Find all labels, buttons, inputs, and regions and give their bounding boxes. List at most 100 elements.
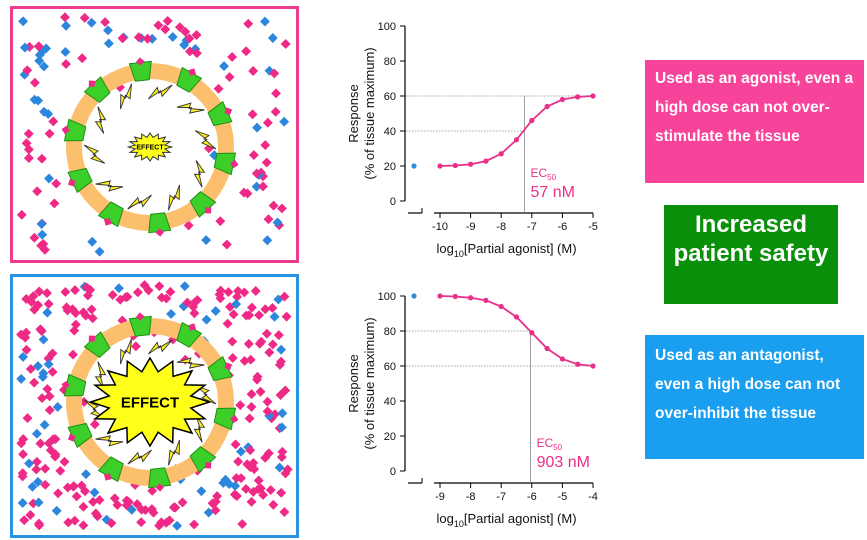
agonist-molecule-icon [71, 491, 82, 502]
antagonist-molecule-icon [210, 306, 221, 316]
antagonist-molecule-icon [276, 344, 287, 355]
antagonist-molecule-icon [274, 462, 285, 473]
receptor-icon [176, 66, 203, 93]
agonist-molecule-icon [223, 287, 234, 298]
agonist-molecule-icon [248, 150, 259, 161]
data-point [529, 330, 535, 336]
agonist-molecule-icon [36, 153, 47, 164]
data-point [559, 96, 565, 103]
receptor-icon [97, 456, 124, 483]
receptor-icon [128, 312, 152, 337]
agonist-molecule-icon [182, 297, 193, 308]
x-tick-label: -10 [432, 221, 448, 233]
agonist-molecule-icon [29, 77, 40, 88]
effect-starburst-icon [88, 356, 212, 448]
receptor-icon [207, 100, 233, 127]
receptor-icon [207, 355, 233, 382]
data-point [544, 103, 550, 110]
x-tick-label: -6 [558, 221, 568, 233]
agonist-illustration-panel: EFFECT [10, 6, 299, 263]
agonist-molecule-icon [227, 352, 238, 363]
agonist-molecule-icon [261, 328, 272, 339]
agonist-molecule-icon [250, 286, 261, 296]
y-tick-label: 80 [384, 326, 396, 338]
agonist-molecule-icon [18, 449, 29, 460]
agonist-molecule-icon [162, 15, 173, 26]
agonist-molecule-icon [78, 520, 89, 531]
antagonist-molecule-icon [172, 520, 183, 531]
signal-bolt-icon [176, 102, 205, 114]
receptor-icon [83, 331, 111, 359]
data-point [590, 93, 596, 99]
agonist-molecule-icon [100, 17, 111, 28]
receptor-icon [67, 422, 93, 449]
agonist-molecule-icon [48, 116, 59, 127]
agonist-molecule-icon [239, 187, 249, 198]
agonist-note-box: Used as an agonist, even a high dose can… [645, 60, 864, 183]
agonist-molecule-icon [29, 232, 40, 243]
antagonist-molecule-icon [61, 20, 71, 31]
agonist-molecule-icon [86, 304, 97, 315]
agonist-molecule-icon [268, 499, 279, 510]
agonist-molecule-icon [130, 341, 141, 352]
antagonist-concentration-response-chart: 0 20 40 60 80 100 Response (% of tissue maximum… [330, 284, 620, 534]
antagonist-molecule-icon [94, 246, 105, 257]
agonist-molecule-icon [177, 497, 188, 508]
antagonist-molecule-icon [251, 181, 262, 192]
agonist-molecule-icon [35, 438, 46, 449]
agonist-molecule-icon [77, 53, 88, 64]
agonist-molecule-icon [43, 299, 54, 309]
signal-bolt-icon [127, 194, 152, 210]
drug-molecules [16, 12, 291, 257]
antagonist-molecule-icon [17, 498, 28, 508]
agonist-molecule-icon [189, 308, 200, 319]
data-point [483, 297, 489, 303]
agonist-molecule-icon [273, 330, 284, 341]
agonist-molecule-icon [68, 349, 78, 360]
antagonist-molecule-icon [16, 373, 27, 384]
agonist-concentration-response-chart: 0 20 40 60 80 100 Response (% of tissue maximum… [330, 14, 620, 264]
agonist-molecule-icon [29, 304, 40, 315]
effect-burst: EFFECT [126, 132, 174, 162]
agonist-molecule-icon [222, 318, 233, 329]
agonist-molecule-icon [230, 439, 241, 450]
antagonist-molecule-icon [38, 368, 49, 379]
x-tick-label: -9 [435, 491, 445, 503]
agonist-molecule-icon [59, 456, 70, 467]
baseline-point [411, 163, 417, 169]
agonist-molecule-icon [265, 485, 276, 495]
antagonist-note-box: Used as an antagonist, even a high dose … [645, 335, 864, 459]
agonist-molecule-icon [248, 66, 259, 76]
antagonist-molecule-icon [179, 281, 190, 292]
y-tick-label: 40 [384, 126, 396, 138]
receptor-icon [67, 167, 93, 194]
x-tick-label: -4 [588, 491, 598, 503]
effect-starburst-icon [126, 132, 174, 162]
agonist-molecule-icon [191, 30, 202, 40]
receptor-icon [176, 321, 203, 348]
agonist-molecule-icon [246, 496, 257, 507]
agonist-molecule-icon [61, 59, 71, 69]
agonist-molecule-icon [53, 488, 63, 499]
agonist-molecule-icon [23, 128, 34, 139]
data-point [575, 94, 581, 100]
antagonist-molecule-icon [89, 487, 100, 498]
signal-bolt-icon [127, 449, 152, 465]
agonist-molecule-icon [78, 501, 89, 512]
agonist-molecule-icon [147, 485, 158, 496]
antagonist-molecule-icon [272, 217, 283, 228]
agonist-molecule-icon [42, 288, 52, 299]
data-point [452, 293, 458, 300]
agonist-molecule-icon [235, 400, 246, 411]
agonist-molecule-icon [35, 324, 46, 335]
data-point [590, 363, 596, 369]
agonist-molecule-icon [246, 389, 257, 400]
agonist-molecule-icon [142, 33, 153, 44]
antagonist-molecule-icon [43, 359, 54, 370]
signal-bolt-icon [120, 83, 132, 110]
chart-svg: 0 20 40 60 80 100 Response (% of tissue maximum… [346, 291, 598, 529]
agonist-molecule-icon [262, 117, 273, 128]
agonist-molecule-icon [60, 287, 71, 297]
agonist-molecule-icon [267, 302, 278, 313]
antagonist-molecule-icon [24, 458, 35, 469]
